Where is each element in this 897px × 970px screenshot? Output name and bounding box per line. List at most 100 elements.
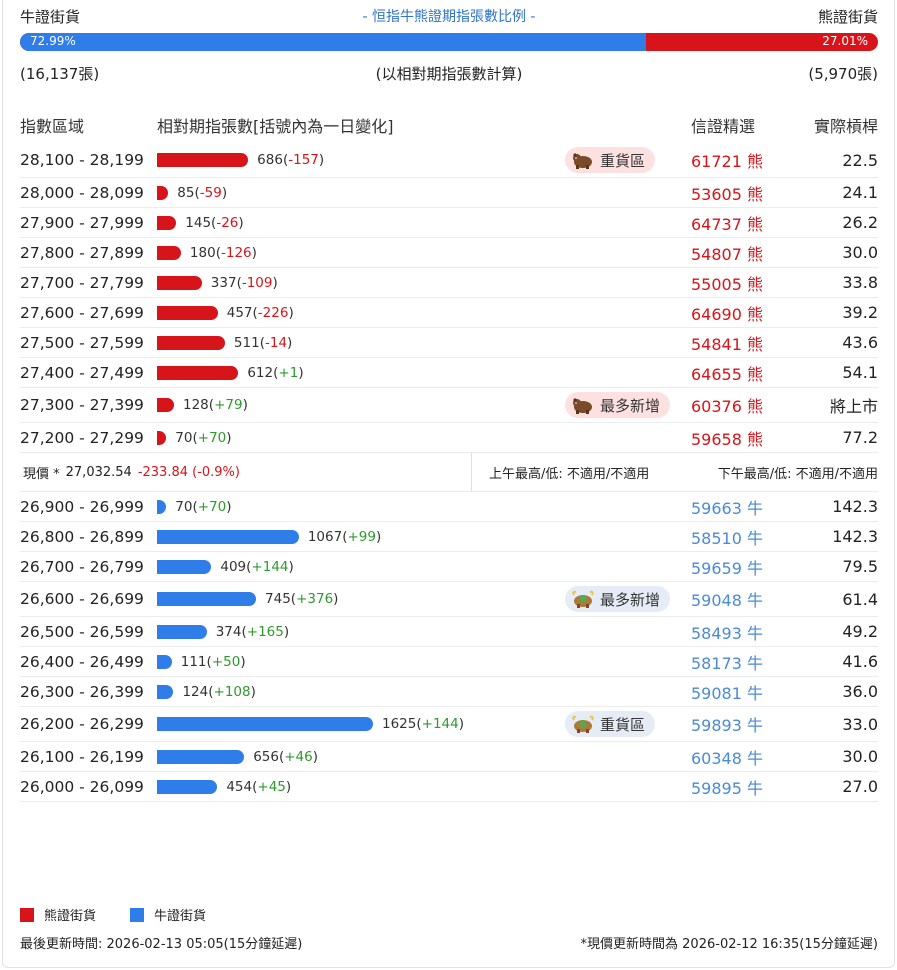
index-range: 27,300 - 27,399 bbox=[20, 396, 144, 414]
bull-row: 26,400 - 26,499 111(+50) 58173 牛 41.6 bbox=[20, 647, 878, 677]
effective-leverage: 54.1 bbox=[842, 363, 878, 382]
warrant-code-link[interactable]: 59659 牛 bbox=[691, 558, 763, 578]
qty-change: +79 bbox=[214, 397, 243, 413]
warrant-code-link[interactable]: 60376 熊 bbox=[691, 397, 763, 416]
bear-qty-bar bbox=[157, 185, 169, 200]
qty-value: 70(+70) bbox=[175, 429, 232, 446]
effective-leverage: 30.0 bbox=[842, 243, 878, 262]
warrant-code-link[interactable]: 54841 熊 bbox=[691, 334, 763, 354]
warrant-code-link[interactable]: 64690 熊 bbox=[691, 304, 763, 324]
effective-leverage: 33.0 bbox=[842, 714, 878, 734]
qty-number: 337 bbox=[210, 274, 237, 291]
effective-leverage: 142.3 bbox=[832, 497, 878, 516]
qty-number: 70 bbox=[175, 498, 193, 515]
legend-label-bull: 牛證街貨 bbox=[154, 909, 207, 924]
warrant-code-link[interactable]: 58173 牛 bbox=[691, 653, 763, 673]
warrant-code-link[interactable]: 53605 熊 bbox=[691, 184, 763, 204]
bear-qty-bar bbox=[157, 430, 167, 445]
bull-row: 26,100 - 26,199 656(+46) 60348 牛 30.0 bbox=[20, 742, 878, 772]
bull-row: 26,300 - 26,399 124(+108) 59081 牛 36.0 bbox=[20, 677, 878, 707]
qty-value: 180(-126) bbox=[189, 244, 257, 261]
qty-number: 612 bbox=[247, 364, 274, 381]
badge-label: 重貨區 bbox=[600, 151, 646, 170]
warrant-code-link[interactable]: 54807 熊 bbox=[691, 244, 763, 264]
am-high-low: 上午最高/低: 不適用/不適用 bbox=[489, 466, 650, 482]
qty-value: 124(+108) bbox=[182, 683, 256, 700]
effective-leverage: 26.2 bbox=[842, 213, 878, 232]
bear-qty-bar bbox=[157, 398, 174, 412]
bear-badge: 最多新增 bbox=[565, 392, 671, 418]
bull-qty-bar bbox=[157, 499, 167, 514]
warrant-code-link[interactable]: 59048 牛 bbox=[691, 591, 763, 610]
divider bbox=[471, 453, 472, 491]
qty-change: +70 bbox=[197, 429, 227, 446]
index-range: 27,800 - 27,899 bbox=[20, 243, 144, 262]
index-range: 27,500 - 27,599 bbox=[20, 333, 144, 352]
qty-change: -126 bbox=[220, 244, 252, 261]
warrant-code-link[interactable]: 59895 牛 bbox=[691, 778, 763, 798]
legend-swatch-bull bbox=[130, 907, 145, 922]
warrant-code-link[interactable]: 59081 牛 bbox=[691, 683, 763, 703]
qty-bar-group: 1625(+144) bbox=[157, 707, 464, 741]
warrant-code-link[interactable]: 64737 熊 bbox=[691, 214, 763, 234]
effective-leverage: 36.0 bbox=[842, 682, 878, 701]
current-price-value: 27,032.54 bbox=[65, 464, 132, 480]
qty-number: 128 bbox=[183, 397, 209, 413]
warrant-code-link[interactable]: 59893 牛 bbox=[691, 716, 763, 735]
column-header-pick: 信證精選 bbox=[691, 117, 756, 136]
warrant-code-link[interactable]: 60348 牛 bbox=[691, 748, 763, 768]
qty-value: 111(+50) bbox=[180, 653, 246, 670]
qty-bar-group: 686(-157) bbox=[157, 143, 324, 177]
bear-qty-bar bbox=[157, 365, 239, 380]
bear-contract-count: (5,970張) bbox=[808, 65, 878, 83]
qty-change: +45 bbox=[257, 778, 286, 795]
qty-bar-group: 111(+50) bbox=[157, 647, 246, 676]
effective-leverage: 將上市 bbox=[829, 397, 878, 416]
bull-qty-bar bbox=[157, 592, 257, 606]
qty-change: +70 bbox=[197, 498, 227, 515]
effective-leverage: 30.0 bbox=[842, 747, 878, 766]
index-range: 28,100 - 28,199 bbox=[20, 151, 144, 169]
qty-value: 70(+70) bbox=[175, 498, 232, 515]
qty-value: 128(+79) bbox=[183, 397, 248, 413]
legend-swatch-bear bbox=[20, 907, 34, 922]
qty-value: 686(-157) bbox=[257, 152, 325, 168]
bear-row: 27,200 - 27,299 70(+70) 59658 熊 77.2 bbox=[20, 423, 878, 453]
warrant-code-link[interactable]: 58510 牛 bbox=[691, 528, 763, 548]
bear-ratio-label: 27.01% bbox=[822, 34, 868, 48]
index-range: 26,000 - 26,099 bbox=[20, 777, 144, 796]
bull-row: 26,900 - 26,999 70(+70) 59663 牛 142.3 bbox=[20, 492, 878, 522]
bull-qty-bar bbox=[157, 654, 172, 669]
warrant-code-link[interactable]: 59658 熊 bbox=[691, 429, 763, 449]
bull-qty-bar bbox=[157, 779, 218, 794]
qty-bar-group: 454(+45) bbox=[157, 772, 291, 801]
qty-bar-group: 745(+376) bbox=[157, 582, 338, 616]
index-range: 27,900 - 27,999 bbox=[20, 213, 144, 232]
index-range: 26,700 - 26,799 bbox=[20, 557, 144, 576]
qty-number: 180 bbox=[189, 244, 216, 261]
bear-row: 27,600 - 27,699 457(-226) 64690 熊 39.2 bbox=[20, 298, 878, 328]
qty-value: 612(+1) bbox=[247, 364, 304, 381]
warrant-code-link[interactable]: 61721 熊 bbox=[691, 152, 763, 171]
index-range: 27,200 - 27,299 bbox=[20, 428, 144, 447]
qty-bar-group: 374(+165) bbox=[157, 617, 289, 646]
warrant-code-link[interactable]: 59663 牛 bbox=[691, 498, 763, 518]
bull-contract-count: (16,137張) bbox=[20, 65, 100, 83]
effective-leverage: 77.2 bbox=[842, 428, 878, 447]
warrant-code-link[interactable]: 58493 牛 bbox=[691, 623, 763, 643]
bear-qty-bar bbox=[157, 215, 177, 230]
warrant-code-link[interactable]: 55005 熊 bbox=[691, 274, 763, 294]
qty-change: +144 bbox=[251, 558, 289, 575]
bear-row: 28,100 - 28,199 686(-157) 重貨區 61721 熊 22.5 bbox=[20, 143, 878, 178]
qty-change: +165 bbox=[246, 623, 284, 640]
index-range: 26,200 - 26,299 bbox=[20, 715, 144, 733]
current-price-row: 現價 * 27,032.54 -233.84 (-0.9%) 上午最高/低: 不適用/… bbox=[20, 453, 878, 492]
bull-qty-bar bbox=[157, 717, 373, 731]
warrant-code-link[interactable]: 64655 熊 bbox=[691, 364, 763, 384]
effective-leverage: 24.1 bbox=[842, 183, 878, 202]
qty-number: 124 bbox=[182, 683, 209, 700]
qty-change: +50 bbox=[211, 653, 241, 670]
qty-number: 686 bbox=[257, 152, 283, 168]
bear-row: 28,000 - 28,099 85(-59) 53605 熊 24.1 bbox=[20, 178, 878, 208]
